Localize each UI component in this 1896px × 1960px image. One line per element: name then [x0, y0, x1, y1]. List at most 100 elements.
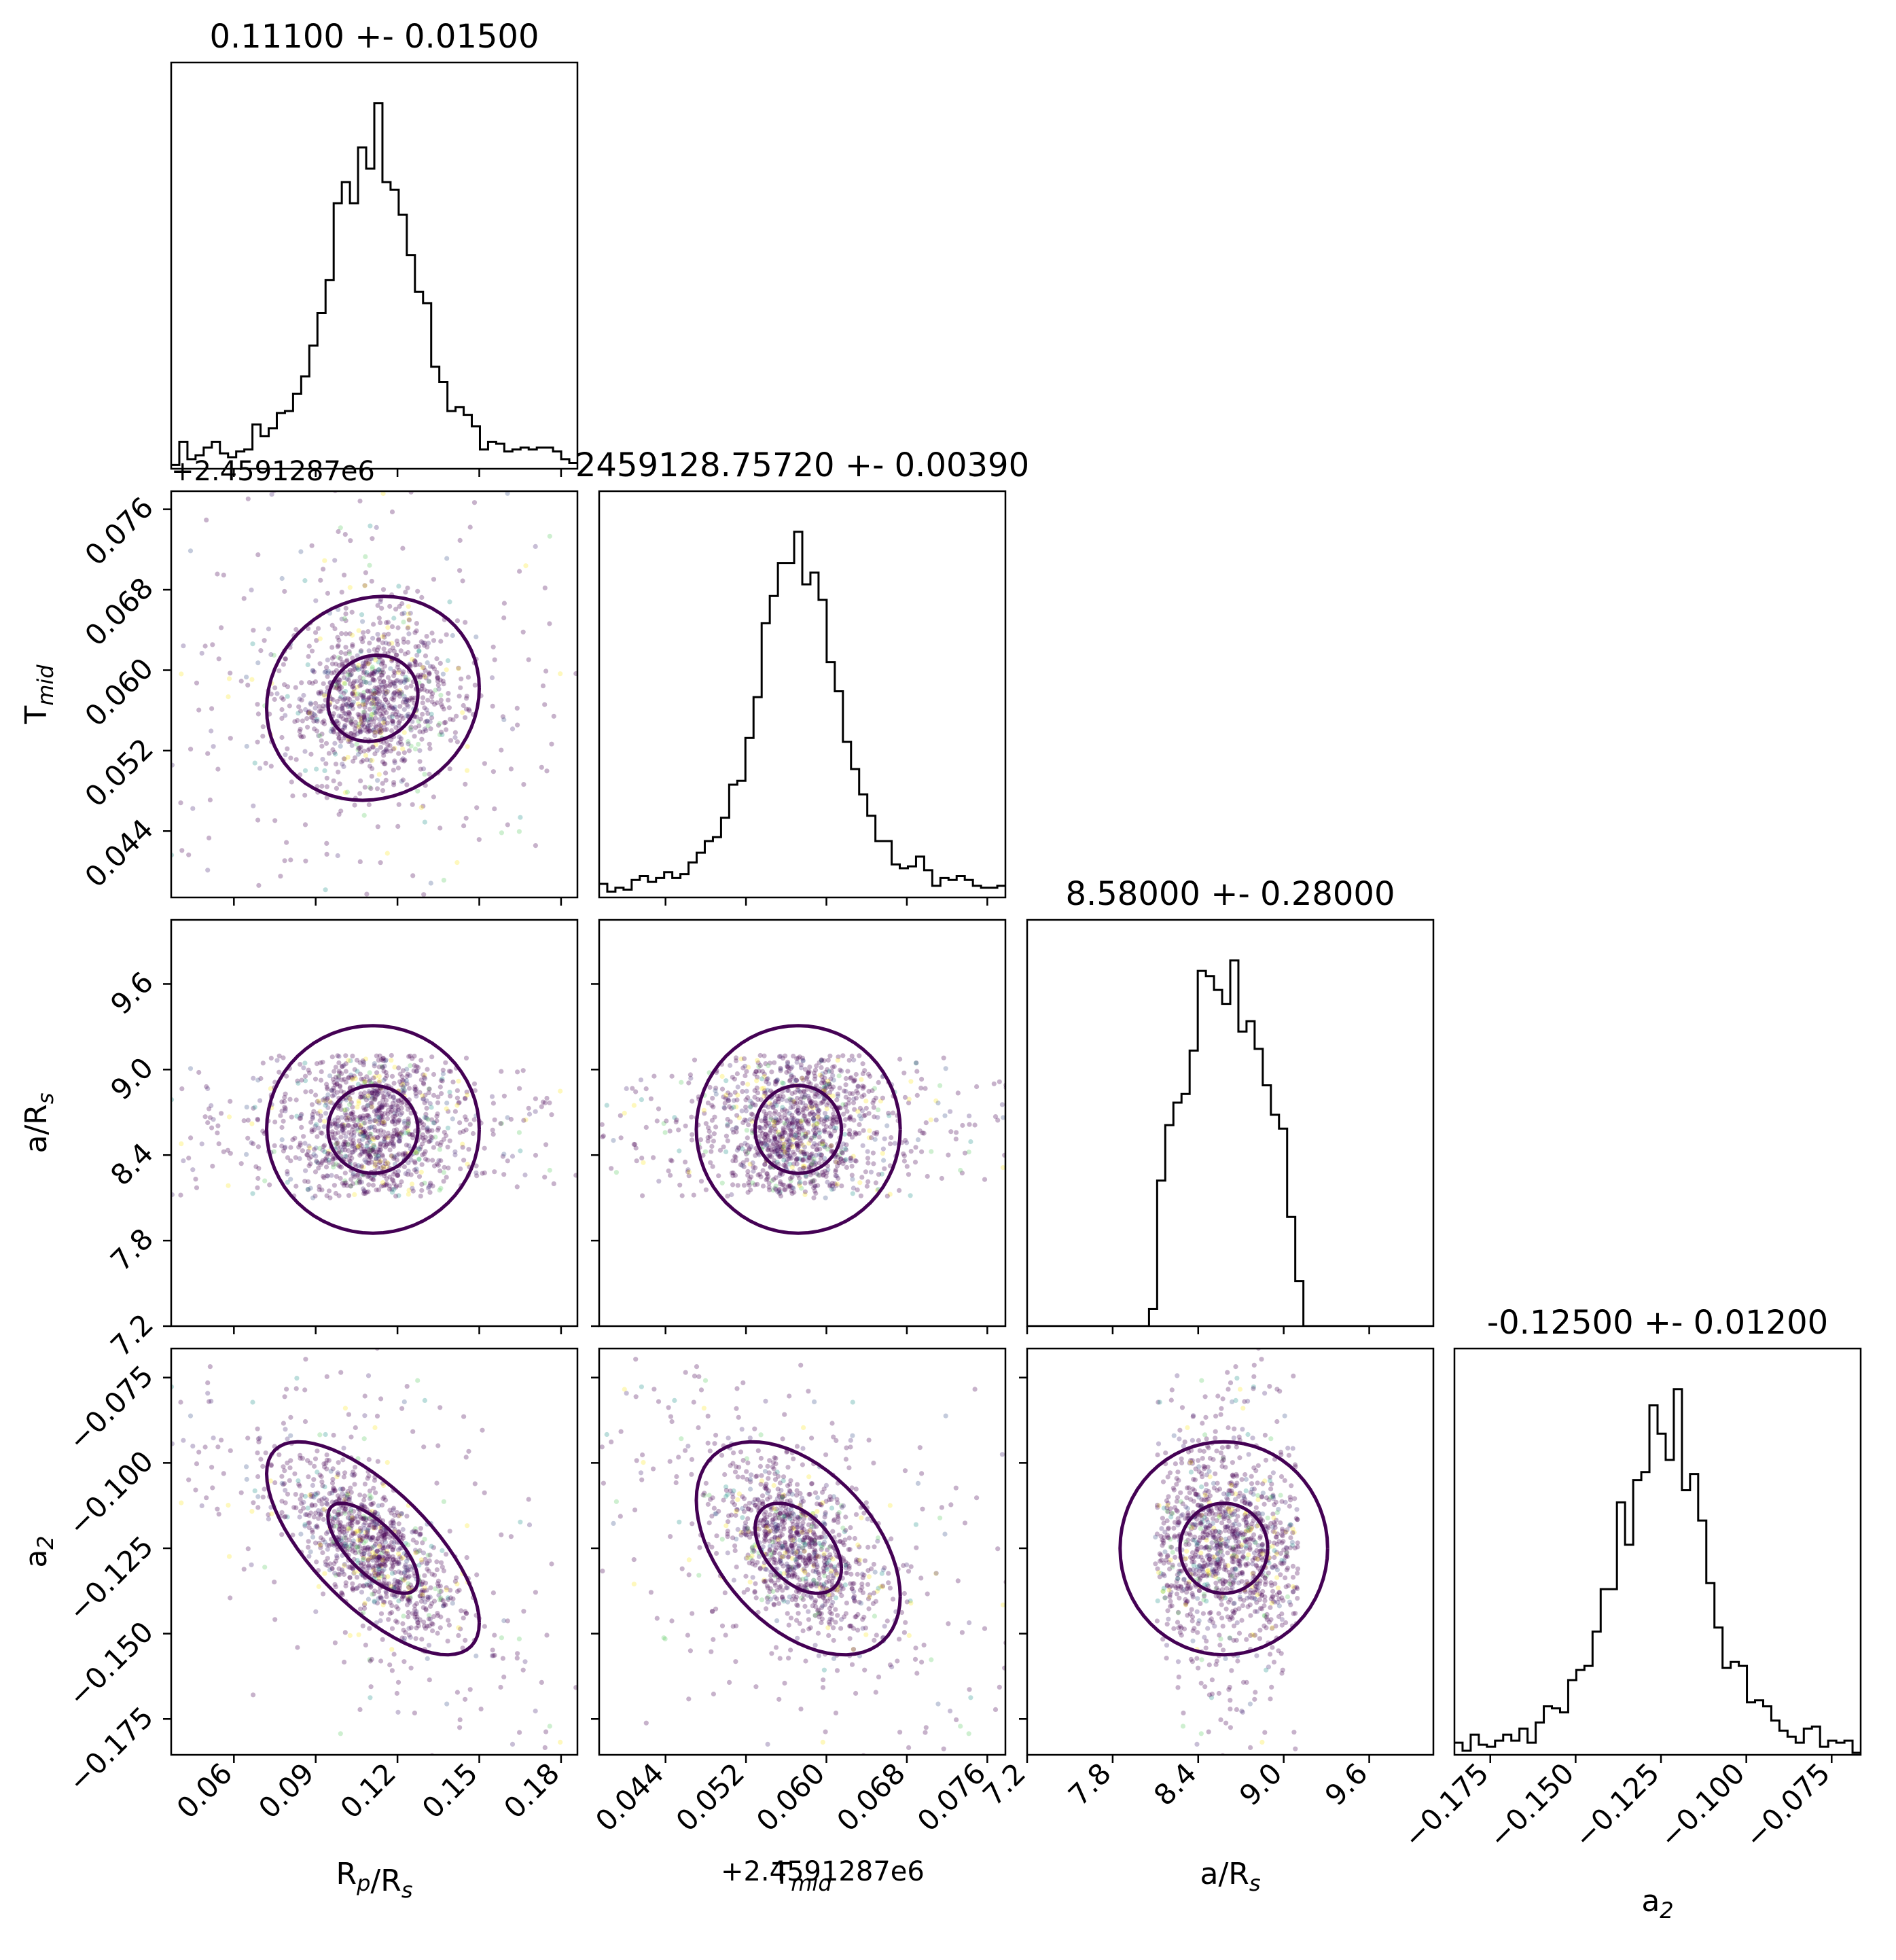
sample-point [282, 1105, 287, 1110]
sample-point [346, 1123, 351, 1128]
sample-point [298, 1455, 303, 1461]
sample-point [463, 1611, 469, 1616]
sample-point [437, 660, 443, 666]
sample-point [767, 1101, 772, 1106]
sample-point [316, 1099, 321, 1104]
sample-point [360, 1137, 365, 1142]
sample-point [279, 707, 285, 713]
sample-point [343, 1080, 348, 1085]
sample-point [710, 1095, 715, 1101]
sample-point [745, 1169, 751, 1174]
sample-point [372, 1061, 377, 1067]
sample-point [819, 1058, 824, 1063]
sample-point [604, 1103, 609, 1108]
sample-point [747, 1147, 752, 1152]
sample-point [307, 711, 312, 716]
sample-point [279, 1480, 285, 1486]
sample-point [321, 1124, 327, 1129]
sample-point [851, 1057, 857, 1063]
sample-point [375, 1535, 381, 1541]
sample-point [361, 694, 366, 700]
sample-point [384, 690, 390, 695]
sample-point [279, 1510, 285, 1515]
sample-point [467, 1687, 473, 1692]
sample-point [802, 1164, 807, 1169]
sample-point [723, 1133, 729, 1139]
sample-point [773, 1145, 779, 1151]
sample-point [786, 1069, 791, 1074]
sample-point [419, 1637, 425, 1642]
sample-point [348, 1183, 354, 1189]
sample-point [378, 1165, 384, 1171]
sample-point [783, 1164, 789, 1170]
sample-point [388, 666, 393, 671]
sample-point [370, 635, 376, 641]
sample-point [869, 1135, 874, 1141]
sample-point [361, 697, 367, 702]
sample-point [803, 1131, 808, 1137]
sample-point [368, 758, 373, 763]
sample-point [389, 696, 395, 702]
sample-point [425, 688, 430, 694]
sample-point [425, 1129, 431, 1135]
sample-point [382, 697, 389, 702]
sample-point [412, 1084, 418, 1090]
sample-point [355, 1145, 360, 1150]
sample-point [735, 1084, 740, 1090]
sample-point [825, 1179, 830, 1185]
sample-point [350, 684, 355, 690]
sample-point [404, 696, 410, 702]
sample-point [763, 1090, 768, 1096]
sample-point [384, 1160, 390, 1165]
sample-point [772, 1136, 778, 1141]
sample-point [378, 1611, 384, 1616]
sample-point [279, 1124, 285, 1130]
sample-point [327, 1195, 333, 1200]
sample-point [370, 1146, 375, 1152]
sample-point [391, 1584, 397, 1590]
sample-point [829, 1143, 834, 1149]
sample-point [437, 1583, 443, 1589]
sample-point [251, 1105, 256, 1111]
sample-point [702, 1111, 707, 1116]
sample-point [435, 1127, 441, 1133]
sample-point [755, 1058, 760, 1063]
sample-point [906, 1097, 912, 1102]
sample-point [544, 1095, 550, 1101]
sample-point [383, 1088, 389, 1094]
sample-point [395, 1104, 401, 1109]
sample-point [370, 1096, 375, 1101]
sample-point [251, 628, 256, 633]
sample-point [366, 1565, 372, 1571]
sample-point [391, 1143, 397, 1149]
sample-point [827, 1084, 833, 1090]
sample-point [318, 1060, 323, 1066]
sample-point [414, 621, 420, 626]
sample-point [391, 706, 396, 711]
sample-point [255, 1116, 260, 1122]
sample-point [772, 1135, 778, 1140]
sample-point [418, 1599, 424, 1604]
sample-point [412, 1603, 418, 1609]
sample-point [833, 1125, 839, 1130]
sample-point [363, 661, 368, 666]
sample-point [357, 1138, 362, 1143]
sample-point [414, 652, 420, 658]
sample-point [376, 772, 382, 777]
sample-point [785, 1151, 791, 1156]
sample-point [268, 1055, 274, 1061]
sample-point [283, 1144, 288, 1150]
sample-point [393, 1107, 399, 1113]
sample-point [421, 665, 427, 671]
sample-point [334, 685, 340, 690]
sample-point [302, 1073, 308, 1079]
sample-point [301, 1134, 306, 1139]
sample-point [804, 1106, 810, 1111]
sample-point [859, 1077, 864, 1082]
sample-point [402, 652, 408, 657]
sample-point [438, 1588, 444, 1594]
sample-point [874, 1130, 880, 1135]
sample-point [811, 1195, 817, 1200]
sample-point [379, 1525, 384, 1531]
sample-point [739, 1108, 745, 1113]
